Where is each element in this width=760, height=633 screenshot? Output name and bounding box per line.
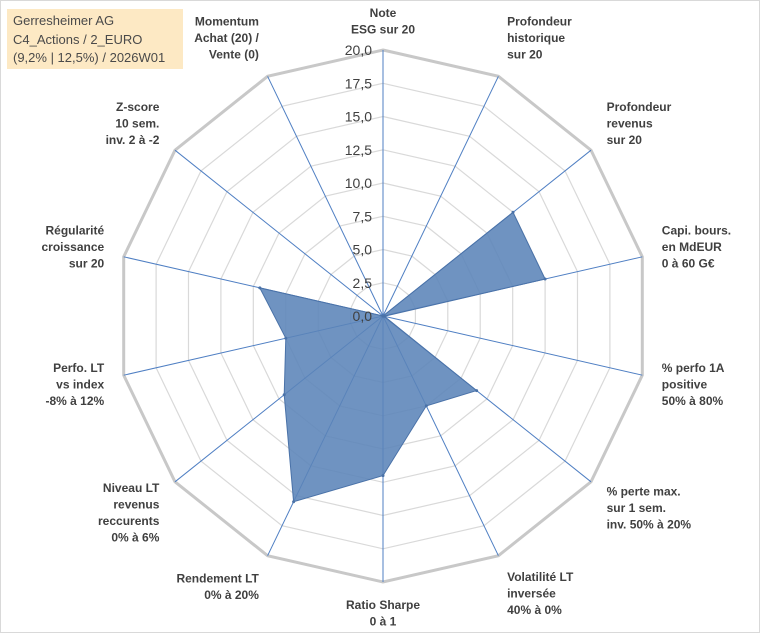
axis-label-11: Perfo. LT vs index -8% à 12% xyxy=(45,361,104,408)
axis-label-8: Ratio Sharpe 0 à 1 xyxy=(346,598,420,629)
chart-title-category: C4_Actions / 2_EURO xyxy=(13,31,143,47)
data-point-10 xyxy=(282,393,286,397)
axis-label-1: Note ESG sur 20 xyxy=(351,6,415,37)
axis-spoke-5 xyxy=(382,315,643,376)
data-point-4 xyxy=(543,277,547,281)
data-point-3 xyxy=(511,210,515,214)
axis-label-12: Régularité croissance sur 20 xyxy=(41,224,104,271)
tick-label: 12,5 xyxy=(345,142,372,158)
axis-label-5: % perfo 1A positive 50% à 80% xyxy=(662,361,725,408)
tick-label: 2,5 xyxy=(353,275,373,291)
axis-label-10: Niveau LT revenus reccurents 0% à 6% xyxy=(98,481,160,545)
axis-label-4: Capi. bours. en MdEUR 0 à 60 G€ xyxy=(662,224,731,271)
data-point-6 xyxy=(475,389,479,393)
axis-label-6: % perte max. sur 1 sem. inv. 50% à 20% xyxy=(607,485,692,532)
data-point-12 xyxy=(258,286,262,290)
data-point-9 xyxy=(292,500,296,504)
label-layer: Note ESG sur 20 Profondeur historique sur 20… xyxy=(41,6,731,629)
axis-label-2: Profondeur historique sur 20 xyxy=(507,15,572,62)
axis-label-9: Rendement LT 0% à 20% xyxy=(176,572,259,603)
axis-label-7: Volatilité LT inversée 40% à 0% xyxy=(507,570,574,617)
tick-label: 15,0 xyxy=(345,109,372,125)
chart-title-box: Gerresheimer AG C4_Actions / 2_EURO (9,2… xyxy=(7,9,183,69)
tick-layer: 0,0 2,5 5,0 7,5 10,0 12,5 15,0 17,5 20,0 xyxy=(345,42,372,324)
tick-label: 17,5 xyxy=(345,75,372,91)
axis-label-14: Momentum Achat (20) / Vente (0) xyxy=(194,15,259,62)
axis-label-13: Z-score 10 sem. inv. 2 à -2 xyxy=(106,100,160,147)
tick-label: 20,0 xyxy=(345,42,372,58)
tick-label: 10,0 xyxy=(345,175,372,191)
data-point-8 xyxy=(381,474,385,478)
chart-title-company: Gerresheimer AG xyxy=(13,13,115,28)
tick-label: 7,5 xyxy=(353,208,373,224)
data-layer xyxy=(258,210,547,504)
data-point-11 xyxy=(284,336,288,340)
axis-spoke-13 xyxy=(174,149,384,317)
data-point-7 xyxy=(424,404,428,408)
chart-title-stats: (9,2% | 12,5%) / 2026W01 xyxy=(13,50,166,65)
axis-spoke-2 xyxy=(382,76,499,317)
tick-label: 0,0 xyxy=(353,308,373,324)
axis-spoke-14 xyxy=(267,76,384,317)
data-point-14 xyxy=(381,314,385,318)
axis-label-3: Profondeur revenus sur 20 xyxy=(607,100,672,147)
tick-label: 5,0 xyxy=(353,242,373,258)
data-series-area xyxy=(258,211,546,503)
